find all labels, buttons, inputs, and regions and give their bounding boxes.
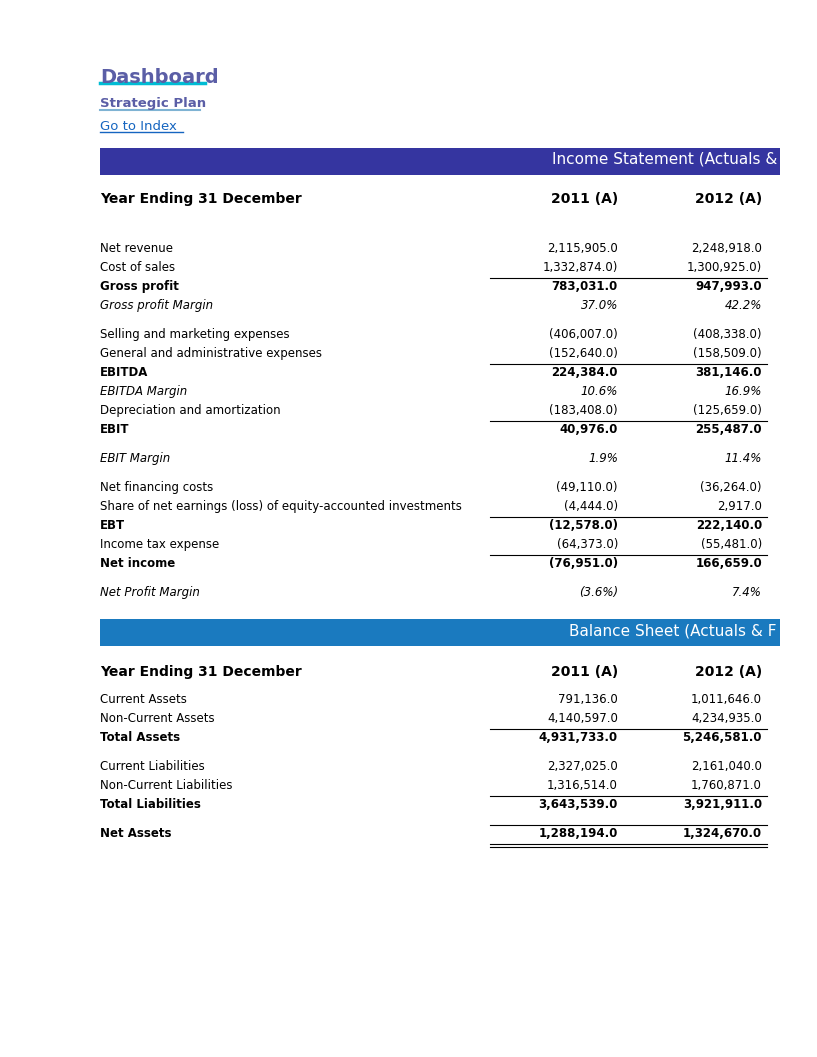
Text: Total Assets: Total Assets (100, 731, 180, 744)
Text: 2,161,040.0: 2,161,040.0 (691, 760, 762, 773)
Text: 3,921,911.0: 3,921,911.0 (683, 798, 762, 811)
Text: 255,487.0: 255,487.0 (695, 423, 762, 435)
Text: Gross profit Margin: Gross profit Margin (100, 299, 213, 312)
Text: Share of net earnings (loss) of equity-accounted investments: Share of net earnings (loss) of equity-a… (100, 500, 462, 513)
Text: 224,384.0: 224,384.0 (551, 366, 618, 379)
Text: Current Liabilities: Current Liabilities (100, 760, 205, 773)
Text: Net financing costs: Net financing costs (100, 481, 213, 494)
Text: 1,760,871.0: 1,760,871.0 (691, 779, 762, 792)
Text: General and administrative expenses: General and administrative expenses (100, 347, 322, 360)
Text: (64,373.0): (64,373.0) (556, 538, 618, 551)
Text: Net revenue: Net revenue (100, 242, 173, 255)
Text: 947,993.0: 947,993.0 (695, 280, 762, 293)
Text: EBT: EBT (100, 519, 125, 532)
Text: (408,338.0): (408,338.0) (694, 328, 762, 341)
Text: 381,146.0: 381,146.0 (695, 366, 762, 379)
Text: 37.0%: 37.0% (581, 299, 618, 312)
Text: Gross profit: Gross profit (100, 280, 179, 293)
Text: Balance Sheet (Actuals & F: Balance Sheet (Actuals & F (569, 623, 777, 638)
Text: Year Ending 31 December: Year Ending 31 December (100, 192, 301, 206)
Text: 2,917.0: 2,917.0 (717, 500, 762, 513)
Text: (158,509.0): (158,509.0) (694, 347, 762, 360)
Text: 40,976.0: 40,976.0 (560, 423, 618, 435)
Text: 791,136.0: 791,136.0 (558, 693, 618, 706)
Text: (12,578.0): (12,578.0) (549, 519, 618, 532)
Text: (183,408.0): (183,408.0) (549, 404, 618, 418)
Text: (4,444.0): (4,444.0) (564, 500, 618, 513)
Text: (3.6%): (3.6%) (579, 586, 618, 599)
Text: Cost of sales: Cost of sales (100, 261, 175, 274)
Text: 783,031.0: 783,031.0 (551, 280, 618, 293)
Text: 1.9%: 1.9% (588, 452, 618, 465)
Text: 166,659.0: 166,659.0 (695, 557, 762, 570)
Text: Non-Current Liabilities: Non-Current Liabilities (100, 779, 233, 792)
Text: Go to Index: Go to Index (100, 120, 176, 133)
Text: (49,110.0): (49,110.0) (556, 481, 618, 494)
Text: Income tax expense: Income tax expense (100, 538, 219, 551)
Text: Current Assets: Current Assets (100, 693, 187, 706)
Text: 2012 (A): 2012 (A) (694, 192, 762, 206)
Text: 1,316,514.0: 1,316,514.0 (547, 779, 618, 792)
Text: Net Assets: Net Assets (100, 827, 172, 840)
Text: 4,931,733.0: 4,931,733.0 (539, 731, 618, 744)
Bar (100, 148, 780, 175)
Text: 2012 (A): 2012 (A) (694, 665, 762, 679)
Bar (100, 619, 780, 646)
Text: Depreciation and amortization: Depreciation and amortization (100, 404, 280, 418)
Text: 2011 (A): 2011 (A) (551, 665, 618, 679)
Text: 5,246,581.0: 5,246,581.0 (682, 731, 762, 744)
Text: 222,140.0: 222,140.0 (696, 519, 762, 532)
Text: 2011 (A): 2011 (A) (551, 192, 618, 206)
Text: EBIT Margin: EBIT Margin (100, 452, 170, 465)
Text: Net income: Net income (100, 557, 176, 570)
Text: 1,300,925.0): 1,300,925.0) (687, 261, 762, 274)
Text: 1,332,874.0): 1,332,874.0) (542, 261, 618, 274)
Text: EBITDA Margin: EBITDA Margin (100, 385, 187, 398)
Text: Year Ending 31 December: Year Ending 31 December (100, 665, 301, 679)
Text: Total Liabilities: Total Liabilities (100, 798, 201, 811)
Text: Dashboard: Dashboard (100, 68, 219, 87)
Text: 3,643,539.0: 3,643,539.0 (538, 798, 618, 811)
Text: (36,264.0): (36,264.0) (700, 481, 762, 494)
Text: 16.9%: 16.9% (725, 385, 762, 398)
Text: 1,011,646.0: 1,011,646.0 (691, 693, 762, 706)
Text: EBITDA: EBITDA (100, 366, 149, 379)
Text: 42.2%: 42.2% (725, 299, 762, 312)
Text: Strategic Plan: Strategic Plan (100, 97, 206, 110)
Text: 11.4%: 11.4% (725, 452, 762, 465)
Text: 4,234,935.0: 4,234,935.0 (691, 712, 762, 725)
Text: 1,324,670.0: 1,324,670.0 (683, 827, 762, 840)
Text: 1,288,194.0: 1,288,194.0 (538, 827, 618, 840)
Text: 2,115,905.0: 2,115,905.0 (547, 242, 618, 255)
Text: 2,248,918.0: 2,248,918.0 (691, 242, 762, 255)
Text: Income Statement (Actuals &: Income Statement (Actuals & (551, 152, 777, 167)
Text: 4,140,597.0: 4,140,597.0 (547, 712, 618, 725)
Text: (152,640.0): (152,640.0) (549, 347, 618, 360)
Text: (125,659.0): (125,659.0) (693, 404, 762, 418)
Text: Selling and marketing expenses: Selling and marketing expenses (100, 328, 289, 341)
Text: (55,481.0): (55,481.0) (701, 538, 762, 551)
Text: (76,951.0): (76,951.0) (549, 557, 618, 570)
Text: 10.6%: 10.6% (581, 385, 618, 398)
Text: EBIT: EBIT (100, 423, 130, 435)
Text: Non-Current Assets: Non-Current Assets (100, 712, 215, 725)
Text: Net Profit Margin: Net Profit Margin (100, 586, 200, 599)
Text: 7.4%: 7.4% (732, 586, 762, 599)
Text: (406,007.0): (406,007.0) (549, 328, 618, 341)
Text: 2,327,025.0: 2,327,025.0 (547, 760, 618, 773)
